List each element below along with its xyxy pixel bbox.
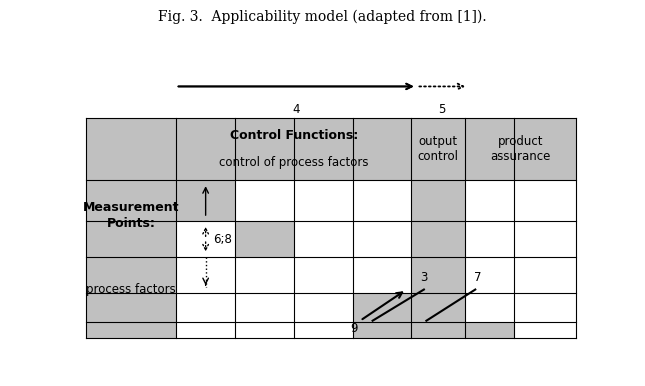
Bar: [235, 322, 294, 338]
Bar: [353, 293, 412, 322]
Bar: [514, 322, 575, 338]
Text: output
control: output control: [418, 135, 459, 163]
Bar: [86, 257, 176, 293]
Bar: [294, 180, 353, 221]
Bar: [294, 257, 353, 293]
Bar: [514, 221, 575, 257]
Text: 3: 3: [420, 271, 428, 284]
Bar: [465, 257, 514, 293]
Bar: [465, 221, 514, 257]
Text: 6;8: 6;8: [213, 233, 232, 245]
Bar: [176, 180, 235, 221]
Text: 9: 9: [350, 322, 357, 335]
Bar: [86, 221, 176, 257]
Bar: [86, 118, 176, 180]
Bar: [465, 322, 514, 338]
Text: Measurement
Points:: Measurement Points:: [83, 201, 179, 230]
Bar: [235, 180, 294, 221]
Bar: [353, 257, 412, 293]
Bar: [514, 180, 575, 221]
Text: process factors: process factors: [86, 283, 176, 296]
Bar: [412, 221, 465, 257]
Bar: [86, 180, 176, 221]
Bar: [465, 180, 514, 221]
Bar: [176, 221, 235, 257]
Bar: [353, 221, 412, 257]
Text: Fig. 3.  Applicability model (adapted from [1]).: Fig. 3. Applicability model (adapted fro…: [158, 10, 487, 24]
Bar: [412, 257, 465, 293]
Bar: [353, 322, 412, 338]
Bar: [176, 322, 235, 338]
Bar: [176, 257, 235, 293]
Text: product
assurance: product assurance: [490, 135, 551, 163]
Bar: [176, 118, 575, 180]
Text: 4: 4: [292, 103, 300, 116]
Bar: [235, 293, 294, 322]
Bar: [294, 293, 353, 322]
Bar: [514, 293, 575, 322]
Bar: [235, 257, 294, 293]
Bar: [86, 293, 176, 322]
Bar: [412, 180, 465, 221]
Bar: [514, 257, 575, 293]
Text: 5: 5: [439, 103, 446, 116]
Text: 7: 7: [474, 271, 482, 284]
Bar: [465, 293, 514, 322]
Bar: [294, 322, 353, 338]
Bar: [86, 322, 176, 338]
Bar: [176, 293, 235, 322]
Bar: [412, 293, 465, 322]
Bar: [235, 221, 294, 257]
Text: control of process factors: control of process factors: [219, 156, 368, 169]
Bar: [412, 322, 465, 338]
Bar: [353, 180, 412, 221]
Bar: [294, 221, 353, 257]
Text: Control Functions:: Control Functions:: [230, 129, 358, 142]
